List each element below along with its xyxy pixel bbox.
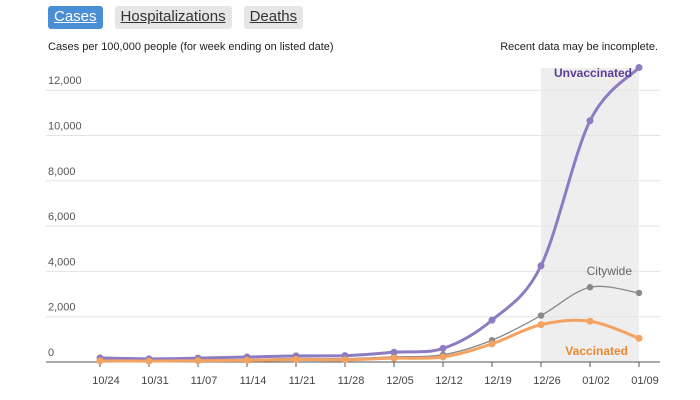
series-label-unvaccinated: Unvaccinated [554, 66, 632, 80]
tab-hospitalizations[interactable]: Hospitalizations [114, 6, 232, 29]
x-tick-label: 10/24 [92, 375, 120, 387]
data-point-vaccinated [390, 354, 398, 362]
data-point-vaccinated [586, 317, 594, 325]
data-point-vaccinated [341, 356, 349, 364]
data-point-citywide [635, 289, 643, 297]
y-tick-label: 4,000 [48, 256, 76, 268]
data-point-unvaccinated [439, 344, 447, 352]
data-point-vaccinated [292, 356, 300, 364]
data-point-unvaccinated [586, 117, 594, 125]
data-point-unvaccinated [390, 348, 398, 356]
series-line-vaccinated [98, 318, 641, 363]
x-tick-label: 01/09 [631, 375, 659, 387]
x-tick-label: 12/05 [386, 375, 414, 387]
x-tick-label: 12/12 [435, 375, 463, 387]
data-point-citywide [586, 284, 594, 291]
data-point-unvaccinated [635, 64, 643, 72]
x-tick-label: 11/07 [191, 375, 218, 387]
x-tick-label: 12/19 [484, 375, 512, 387]
data-point-unvaccinated [488, 316, 496, 324]
data-point-vaccinated [439, 353, 447, 361]
x-tick-label: 11/21 [289, 375, 316, 387]
data-point-vaccinated [145, 357, 153, 365]
data-point-vaccinated [96, 357, 104, 365]
incomplete-data-region [541, 68, 639, 362]
y-tick-label: 6,000 [48, 211, 76, 223]
data-point-unvaccinated [537, 262, 545, 270]
metric-tabs: Cases Hospitalizations Deaths [48, 6, 304, 29]
y-tick-label: 12,000 [48, 75, 82, 87]
tab-cases[interactable]: Cases [48, 6, 103, 29]
y-tick-label: 8,000 [48, 166, 76, 178]
data-point-vaccinated [194, 357, 202, 365]
data-point-vaccinated [243, 356, 251, 364]
data-point-vaccinated [537, 321, 545, 329]
series-label-citywide: Citywide [587, 264, 633, 278]
data-point-vaccinated [635, 334, 643, 342]
x-tick-label: 12/26 [533, 375, 561, 387]
x-tick-label: 10/31 [141, 375, 169, 387]
data-point-vaccinated [488, 340, 496, 348]
incomplete-data-note: Recent data may be incomplete. [500, 41, 658, 53]
x-tick-label: 11/28 [338, 375, 365, 387]
y-tick-label: 0 [48, 347, 54, 359]
series-label-vaccinated: Vaccinated [565, 344, 628, 358]
chart-subtitle: Cases per 100,000 people (for week endin… [48, 41, 334, 53]
x-tick-label: 11/14 [240, 375, 267, 387]
y-tick-label: 2,000 [48, 302, 76, 314]
tab-deaths[interactable]: Deaths [243, 6, 304, 29]
x-tick-label: 01/02 [582, 375, 610, 387]
y-tick-label: 10,000 [48, 121, 82, 133]
data-point-citywide [537, 312, 545, 319]
